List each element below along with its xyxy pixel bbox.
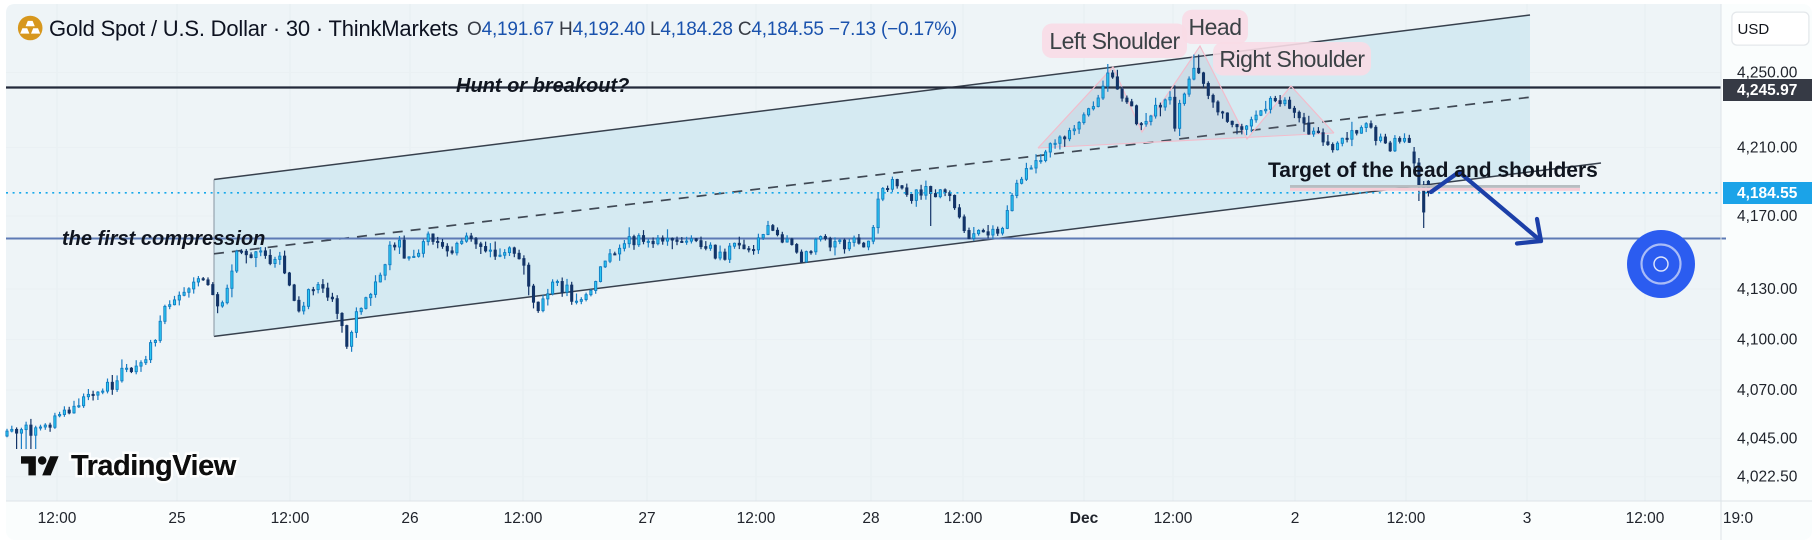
svg-text:Hunt or breakout?: Hunt or breakout? [456,75,629,97]
svg-text:USD: USD [1738,21,1770,38]
svg-text:12:00: 12:00 [271,510,310,527]
svg-text:TradingView: TradingView [71,450,237,482]
svg-text:12:00: 12:00 [504,510,543,527]
svg-text:TradingView: TradingView [71,450,237,482]
svg-text:Right Shoulder: Right Shoulder [1219,46,1365,72]
svg-text:Head: Head [1189,14,1242,40]
svg-text:12:00: 12:00 [737,510,776,527]
svg-text:12:00: 12:00 [944,510,983,527]
svg-text:Target of the head and shoulde: Target of the head and shoulders [1268,159,1598,182]
svg-text:4,070.00: 4,070.00 [1737,382,1798,399]
svg-text:12:00: 12:00 [1387,510,1426,527]
svg-text:26: 26 [401,510,418,527]
svg-text:4,045.00: 4,045.00 [1737,430,1798,447]
svg-text:the first compression: the first compression [62,228,265,250]
svg-text:Left Shoulder: Left Shoulder [1049,28,1180,54]
svg-text:19:0: 19:0 [1723,510,1754,527]
svg-text:4,250.00: 4,250.00 [1737,65,1798,82]
svg-text:4,210.00: 4,210.00 [1737,139,1798,156]
svg-text:28: 28 [862,510,879,527]
svg-text:Dec: Dec [1070,510,1099,527]
svg-text:27: 27 [638,510,655,527]
svg-text:12:00: 12:00 [1626,510,1665,527]
svg-text:12:00: 12:00 [1154,510,1193,527]
svg-text:4,245.97: 4,245.97 [1737,82,1797,99]
svg-text:Gold Spot / U.S. Dollar · 30 ·: Gold Spot / U.S. Dollar · 30 · ThinkMark… [49,16,458,41]
svg-text:12:00: 12:00 [38,510,77,527]
svg-text:4,022.50: 4,022.50 [1737,469,1798,486]
svg-text:4,184.55: 4,184.55 [1737,185,1798,202]
svg-text:25: 25 [168,510,185,527]
svg-text:4,170.00: 4,170.00 [1737,208,1798,225]
svg-text:O4,191.67 H4,192.40 L4,184.28: O4,191.67 H4,192.40 L4,184.28 C4,184.55 … [467,19,957,40]
svg-text:3: 3 [1523,510,1532,527]
svg-text:4,100.00: 4,100.00 [1737,332,1798,349]
svg-text:4,130.00: 4,130.00 [1737,281,1798,298]
svg-text:2: 2 [1291,510,1300,527]
